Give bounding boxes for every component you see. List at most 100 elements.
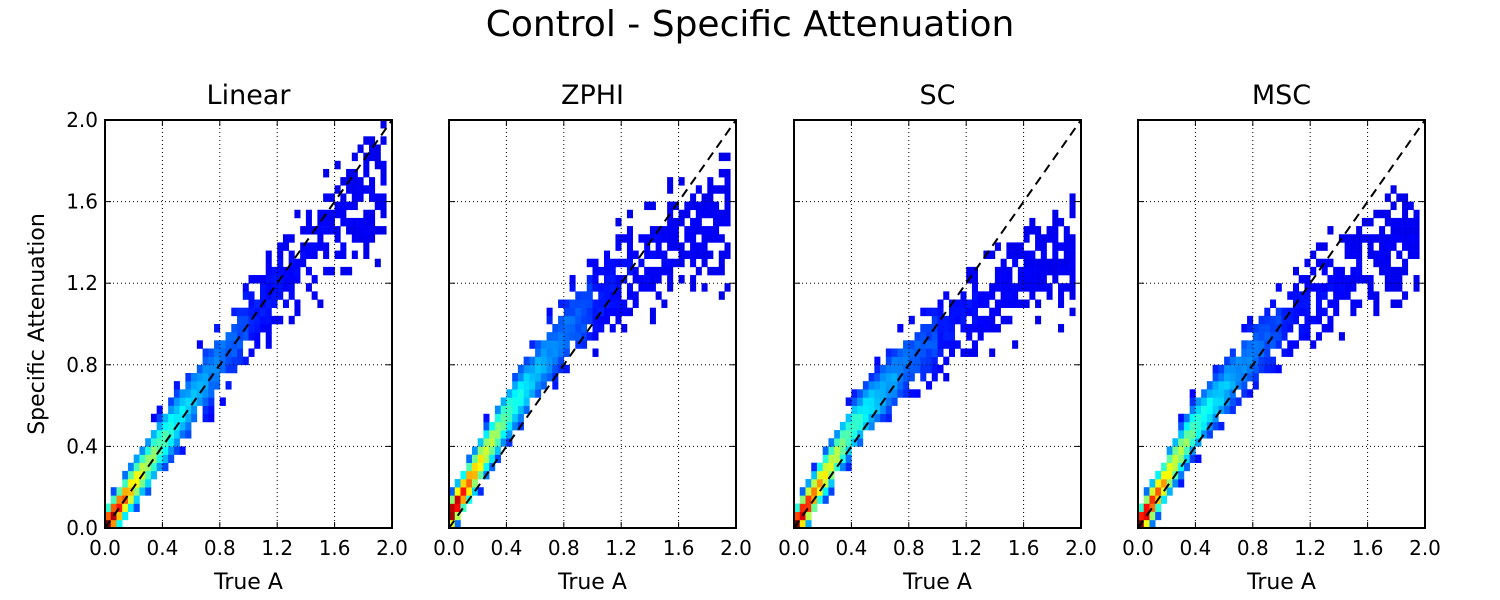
histogram-cell xyxy=(1327,299,1334,308)
histogram-cell xyxy=(477,470,484,480)
histogram-cell xyxy=(1023,275,1030,284)
histogram-cell xyxy=(323,217,330,227)
histogram-cell xyxy=(1229,381,1236,390)
histogram-cell xyxy=(191,413,198,423)
histogram-cell xyxy=(1166,454,1173,464)
histogram-cell xyxy=(1310,315,1317,325)
histogram-cell xyxy=(231,364,238,374)
histogram-cell xyxy=(1052,209,1059,219)
histogram-cell xyxy=(351,217,358,227)
histogram-cell xyxy=(960,315,967,325)
histogram-cell xyxy=(219,397,226,406)
histogram-cell xyxy=(707,266,714,276)
histogram-cell xyxy=(340,217,347,227)
histogram-cell xyxy=(586,332,593,341)
histogram-cell xyxy=(1304,332,1311,341)
histogram-cell xyxy=(880,405,887,415)
histogram-cell xyxy=(506,397,513,406)
histogram-cell xyxy=(471,446,478,455)
histogram-cell xyxy=(494,413,501,423)
histogram-cell xyxy=(523,372,530,382)
histogram-cell xyxy=(931,364,938,374)
histogram-cell xyxy=(1281,324,1288,333)
histogram-cell xyxy=(346,226,353,235)
histogram-cell xyxy=(672,217,679,227)
histogram-cell xyxy=(1023,258,1030,268)
plot-frame xyxy=(1137,119,1426,529)
histogram-cell xyxy=(254,332,261,341)
histogram-cell xyxy=(1006,275,1013,284)
histogram-cell xyxy=(908,340,915,349)
histogram-cell xyxy=(977,324,984,333)
histogram-cell xyxy=(133,470,140,480)
histogram-cell xyxy=(661,258,668,268)
histogram-cell xyxy=(1292,283,1300,292)
histogram-cell xyxy=(282,242,289,251)
histogram-cell xyxy=(626,258,633,268)
histogram-cell xyxy=(1287,340,1294,349)
histogram-cell xyxy=(506,389,513,398)
histogram-cell xyxy=(713,217,720,227)
histogram-cell xyxy=(145,479,152,488)
subplot-zphi: 0.0 0.4 0.8 1.2 1.6 2.0 ZPHI True A xyxy=(433,80,752,595)
histogram-cell xyxy=(231,332,238,341)
histogram-cell xyxy=(994,324,1001,333)
histogram-cell xyxy=(380,168,387,178)
histogram-cell xyxy=(1178,454,1185,464)
histogram-cell xyxy=(202,364,209,374)
histogram-cell xyxy=(265,324,272,333)
histogram-cell xyxy=(116,495,123,504)
histogram-cell xyxy=(977,315,984,325)
histogram-cell xyxy=(845,397,852,406)
histogram-cell xyxy=(609,324,616,333)
histogram-cell xyxy=(603,291,611,300)
histogram-cell xyxy=(369,234,376,243)
histogram-cell xyxy=(294,275,301,284)
x-tick-label: 0.0 xyxy=(778,536,810,560)
histogram-cell xyxy=(615,234,622,243)
histogram-cell xyxy=(1218,405,1225,415)
histogram-cell xyxy=(535,372,542,382)
histogram-cell xyxy=(369,209,376,219)
histogram-cell xyxy=(626,209,633,219)
histogram-cell xyxy=(655,275,662,284)
histogram-cell xyxy=(1069,201,1076,211)
histogram-cell xyxy=(1338,283,1345,292)
histogram-cell xyxy=(799,495,806,504)
histogram-cell xyxy=(1017,283,1024,292)
histogram-cell xyxy=(575,307,582,317)
histogram-cell xyxy=(661,266,668,276)
plot-frame xyxy=(104,119,393,529)
histogram-cell xyxy=(1012,340,1019,349)
histogram-cell xyxy=(248,315,255,325)
histogram-cell xyxy=(1218,364,1225,374)
histogram-cell xyxy=(615,242,622,251)
histogram-cell xyxy=(248,324,255,333)
histogram-cell xyxy=(1402,266,1409,276)
histogram-cell xyxy=(880,372,887,382)
histogram-cell xyxy=(718,168,725,178)
histogram-cell xyxy=(1356,250,1363,260)
histogram-cell xyxy=(237,348,244,357)
histogram-cell xyxy=(966,266,973,276)
histogram-cell xyxy=(926,324,933,333)
histogram-cell xyxy=(701,201,708,211)
histogram-cell xyxy=(960,348,967,357)
histogram-cell xyxy=(139,446,146,455)
histogram-cell xyxy=(168,430,175,439)
histogram-cell xyxy=(552,364,559,374)
histogram-cell xyxy=(1046,291,1053,300)
histogram-cell xyxy=(874,389,881,398)
histogram-cell xyxy=(1160,495,1167,504)
histogram-cell xyxy=(1407,226,1414,235)
histogram-cell xyxy=(552,324,559,333)
histogram-cell xyxy=(1264,324,1271,333)
histogram-cell xyxy=(191,405,198,415)
histogram-cell xyxy=(563,332,570,341)
histogram-cell xyxy=(540,340,547,349)
histogram-cell xyxy=(885,356,892,366)
histogram-cell xyxy=(1413,209,1420,219)
histogram-cell xyxy=(1338,332,1345,341)
histogram-cell xyxy=(1327,324,1334,333)
histogram-cell xyxy=(558,332,565,341)
